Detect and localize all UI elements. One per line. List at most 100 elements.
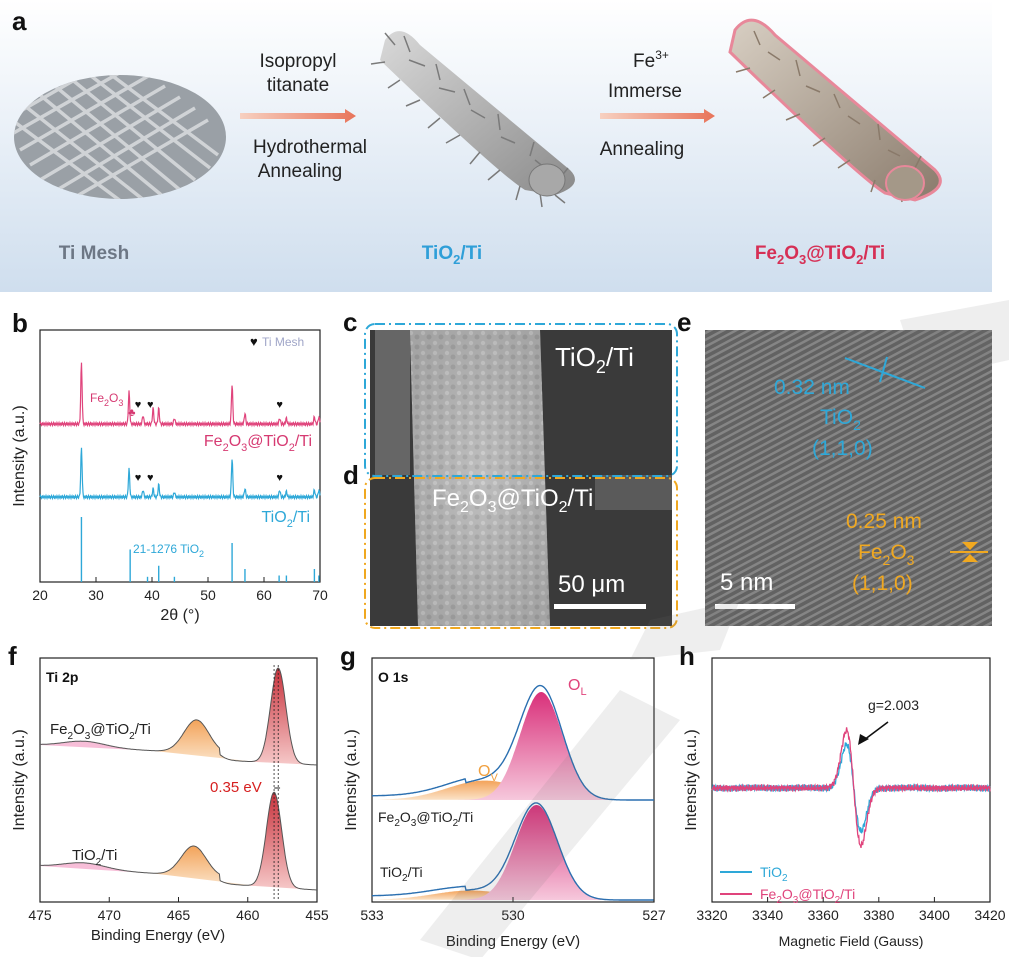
panel-h-frame [711,657,991,903]
panel-g-xticks: 533 530 527 [360,897,666,923]
sem-d-label: Fe2O3@TiO2/Ti [432,485,593,516]
hrtem-scale-bar [715,604,795,609]
step1-line3: Hydrothermal [253,137,367,158]
hrtem-image [705,330,992,626]
panel-letter-d: d [343,460,359,490]
panel-h-annotation: g=2.003 [868,697,919,713]
panel-letter-g: g [340,641,356,671]
panel-b-series2-label: TiO2/Ti [262,509,311,530]
panel-letter-b: b [12,308,28,338]
sem-mesh-wire-right [595,475,672,510]
panel-b-tick-label: 20 [32,587,48,603]
panel-f-ylabel: Intensity (a.u.) [11,729,28,830]
panel-b-ylabel: Intensity (a.u.) [11,405,28,506]
panel-g-xlabel: Binding Energy (eV) [446,933,580,950]
xrd-heart-marker: ♥ [147,399,154,411]
panel-h-tick-label: 3360 [808,907,839,923]
panel-b-legend-text: Ti Mesh [262,335,304,349]
step2-arrow [600,109,715,123]
xps-ti-envelope [40,667,317,766]
panel-g-ov-label: OV [478,763,498,784]
panel-h-tick-label: 3380 [863,907,894,923]
tio2-rod-illustration [370,31,575,208]
xrd-heart-marker: ♥ [147,472,154,484]
hrtem-fe2o3-arrow-top [962,542,978,550]
hrtem-fe2o3-arrow-bottom [962,554,978,562]
hrtem-tio2-spacing: 0.32 nm [774,376,850,399]
label-fe2o3-tio2-ti: Fe2O3@TiO2/Ti [755,243,885,267]
panel-letter-f: f [8,641,17,671]
sem-c-label: TiO2/Ti [555,342,634,377]
panel-f-xticks: 475 470 465 460 455 [28,897,329,923]
panel-g-ol-label: OL [568,677,587,698]
step1-line4: Annealing [258,161,343,182]
panel-f-plot [40,665,317,900]
xrd-heart-marker: ♥ [135,472,142,484]
sem-c-frame [364,323,678,477]
xps-ti-envelope [40,791,317,891]
panel-h-tick-label: 3420 [974,907,1005,923]
panel-b-xticks: 20 30 40 50 60 70 [32,577,328,603]
panel-g-plot [372,684,654,901]
epr-series-line [711,727,991,849]
xrd-fe2o3-marker: ♣ [128,407,135,419]
hrtem-fe2o3-phase: Fe2O3 [858,541,915,568]
panel-g-ylabel: Intensity (a.u.) [343,729,360,830]
step1-line1: Isopropyl [259,51,336,72]
xrd-heart-marker: ♥ [276,472,283,484]
hrtem-tio2-plane: (1,1,0) [812,437,873,460]
xps-ti2p1-fill [150,719,259,763]
watermark [420,300,1009,957]
xrd-heart-marker: ♥ [276,399,283,411]
xps-ol-fill [372,692,654,800]
panel-g-tick-label: 533 [360,907,384,923]
fe2o3-tio2-rod-illustration [728,18,942,203]
hrtem-haze [705,330,992,626]
panel-h-tick-label: 3400 [919,907,950,923]
step1-line2: titanate [267,75,329,96]
panel-f: f 475 470 465 460 455 Ti 2p Fe2O3@TiO2/Ti Ti… [8,641,329,944]
sem-d-frame [364,477,678,629]
xps-ti2p1-fill [150,846,259,887]
panel-h-xticks: 3320 3340 3360 3380 3400 3420 [696,897,1006,923]
xps-o1s-envelope [372,802,654,901]
xps-ti2p3-fill [233,668,317,765]
xps-ti2p3-fill [233,792,317,890]
xps-o1s-envelope [372,684,654,801]
step1-arrow [240,109,356,123]
panel-f-tick-label: 470 [98,907,122,923]
panel-h-legend-fe: Fe2O3@TiO2/Ti [760,886,855,906]
panel-g-tick-label: 530 [501,907,525,923]
panel-f-xlabel: Binding Energy (eV) [91,927,225,944]
sem-scale-bar [554,604,646,609]
panel-e: e 0.32 nm TiO2 (1,1,0) 0.25 nm Fe2O3 (1,… [677,307,992,626]
panel-f-tick-label: 460 [236,907,260,923]
panel-b-tick-label: 60 [256,587,272,603]
panel-f-series2-label: TiO2/Ti [72,847,117,868]
hrtem-fe2o3-plane: (1,1,0) [852,572,913,595]
panel-b-series1-label: Fe2O3@TiO2/Ti [204,433,312,454]
ti-mesh-illustration [14,75,226,199]
panel-b-tick-label: 40 [144,587,160,603]
panel-f-shift-label: 0.35 eV [210,779,262,796]
panel-h-annotation-arrowhead [858,734,869,745]
panel-b: b ♥ ♥ ♥♣♥ ♥ ♥ 20 30 40 50 60 70 2θ (°) Intensity … [11,308,328,624]
panel-letter-e: e [677,307,691,337]
panel-b-plot: ♥ ♥ ♥♣♥ ♥ ♥ [39,362,321,582]
panel-f-series1-label: Fe2O3@TiO2/Ti [50,721,151,742]
sem-scale-label: 50 μm [558,571,625,598]
xps-ol-fill [372,805,654,900]
hrtem-fe2o3-spacing: 0.25 nm [846,510,922,533]
panel-g-series1-label: Fe2O3@TiO2/Ti [378,809,473,829]
panel-b-frame [39,329,321,583]
hrtem-tio2-phase: TiO2 [820,406,861,433]
panel-h-plot [711,727,991,849]
xrd-series-line [39,447,321,501]
step2-line3: Annealing [600,139,685,160]
panel-b-fe2o3-marker-label: Fe2O3 [90,391,123,408]
label-ti-mesh: Ti Mesh [59,243,129,264]
step2-line1: Fe3+ [633,48,669,72]
panel-g: g 533 530 527 O 1s OV OL Fe2O3@TiO2/Ti TiO… [340,641,666,950]
panel-b-xlabel: 2θ (°) [160,607,199,624]
